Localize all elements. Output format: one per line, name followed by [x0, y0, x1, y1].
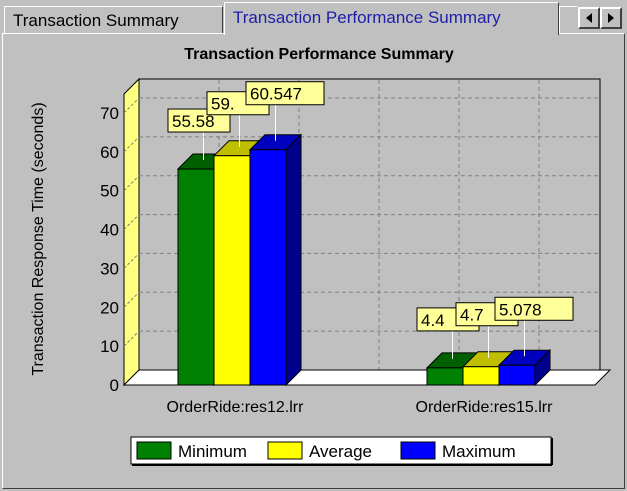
data-label: 5.078: [499, 300, 542, 319]
tab-scroll-right-button[interactable]: [600, 7, 622, 29]
x-tick-label: OrderRide:res12.lrr: [167, 399, 305, 416]
chart: Transaction Performance Summary 0 10 20 30 40…: [30, 46, 612, 466]
legend-label: Average: [309, 442, 372, 461]
gridline-side: [123, 97, 140, 114]
x-tick-label: OrderRide:res15.lrr: [416, 399, 554, 416]
legend-swatch: [400, 441, 436, 460]
data-label: 55.58: [172, 112, 215, 131]
bar: [249, 149, 287, 386]
data-label: 60.547: [250, 85, 302, 104]
y-tick-label: 40: [100, 221, 119, 240]
bar: [213, 155, 251, 386]
gridline-side: [123, 253, 140, 269]
y-tick-label: 20: [100, 298, 119, 317]
gridline-side: [123, 175, 140, 192]
y-tick-label: 30: [100, 259, 119, 278]
legend-swatch: [267, 441, 303, 460]
bar-side: [285, 133, 302, 387]
chart-title: Transaction Performance Summary: [184, 46, 454, 63]
arrow-right-icon: [608, 13, 614, 23]
legend-label: Minimum: [178, 442, 247, 461]
tab-scroll-left-button[interactable]: [578, 7, 600, 29]
data-label-box: [494, 296, 574, 321]
gridline-side: [123, 136, 140, 153]
bar: [462, 366, 500, 386]
chart-panel: Transaction Performance Summary 0 10 20 30 40…: [2, 33, 625, 489]
gridline-side: [123, 330, 140, 347]
bar: [177, 168, 215, 386]
y-tick-label: 0: [110, 376, 119, 395]
y-tick-label: 50: [100, 182, 119, 201]
legend: Minimum Average Maximum: [130, 436, 553, 466]
data-label: 4.7: [460, 306, 484, 325]
bar: [498, 364, 536, 386]
legend-swatch: [136, 441, 172, 460]
data-label-box: [245, 81, 325, 106]
tab-transaction-performance-summary[interactable]: Transaction Performance Summary: [224, 2, 559, 35]
y-tick-label: 70: [100, 104, 119, 123]
data-label: 4.4: [421, 311, 445, 330]
data-label: 59.: [211, 95, 235, 114]
tab-overflow-edge: [559, 6, 577, 33]
gridline-side: [123, 214, 140, 230]
bar: [426, 367, 464, 386]
legend-label: Maximum: [442, 442, 516, 461]
arrow-left-icon: [586, 13, 592, 23]
y-axis-label: Transaction Response Time (seconds): [30, 102, 47, 375]
gridline-side: [123, 291, 140, 308]
y-tick-label: 10: [100, 337, 119, 356]
y-tick-label: 60: [100, 143, 119, 162]
tab-transaction-summary[interactable]: Transaction Summary: [4, 6, 223, 33]
